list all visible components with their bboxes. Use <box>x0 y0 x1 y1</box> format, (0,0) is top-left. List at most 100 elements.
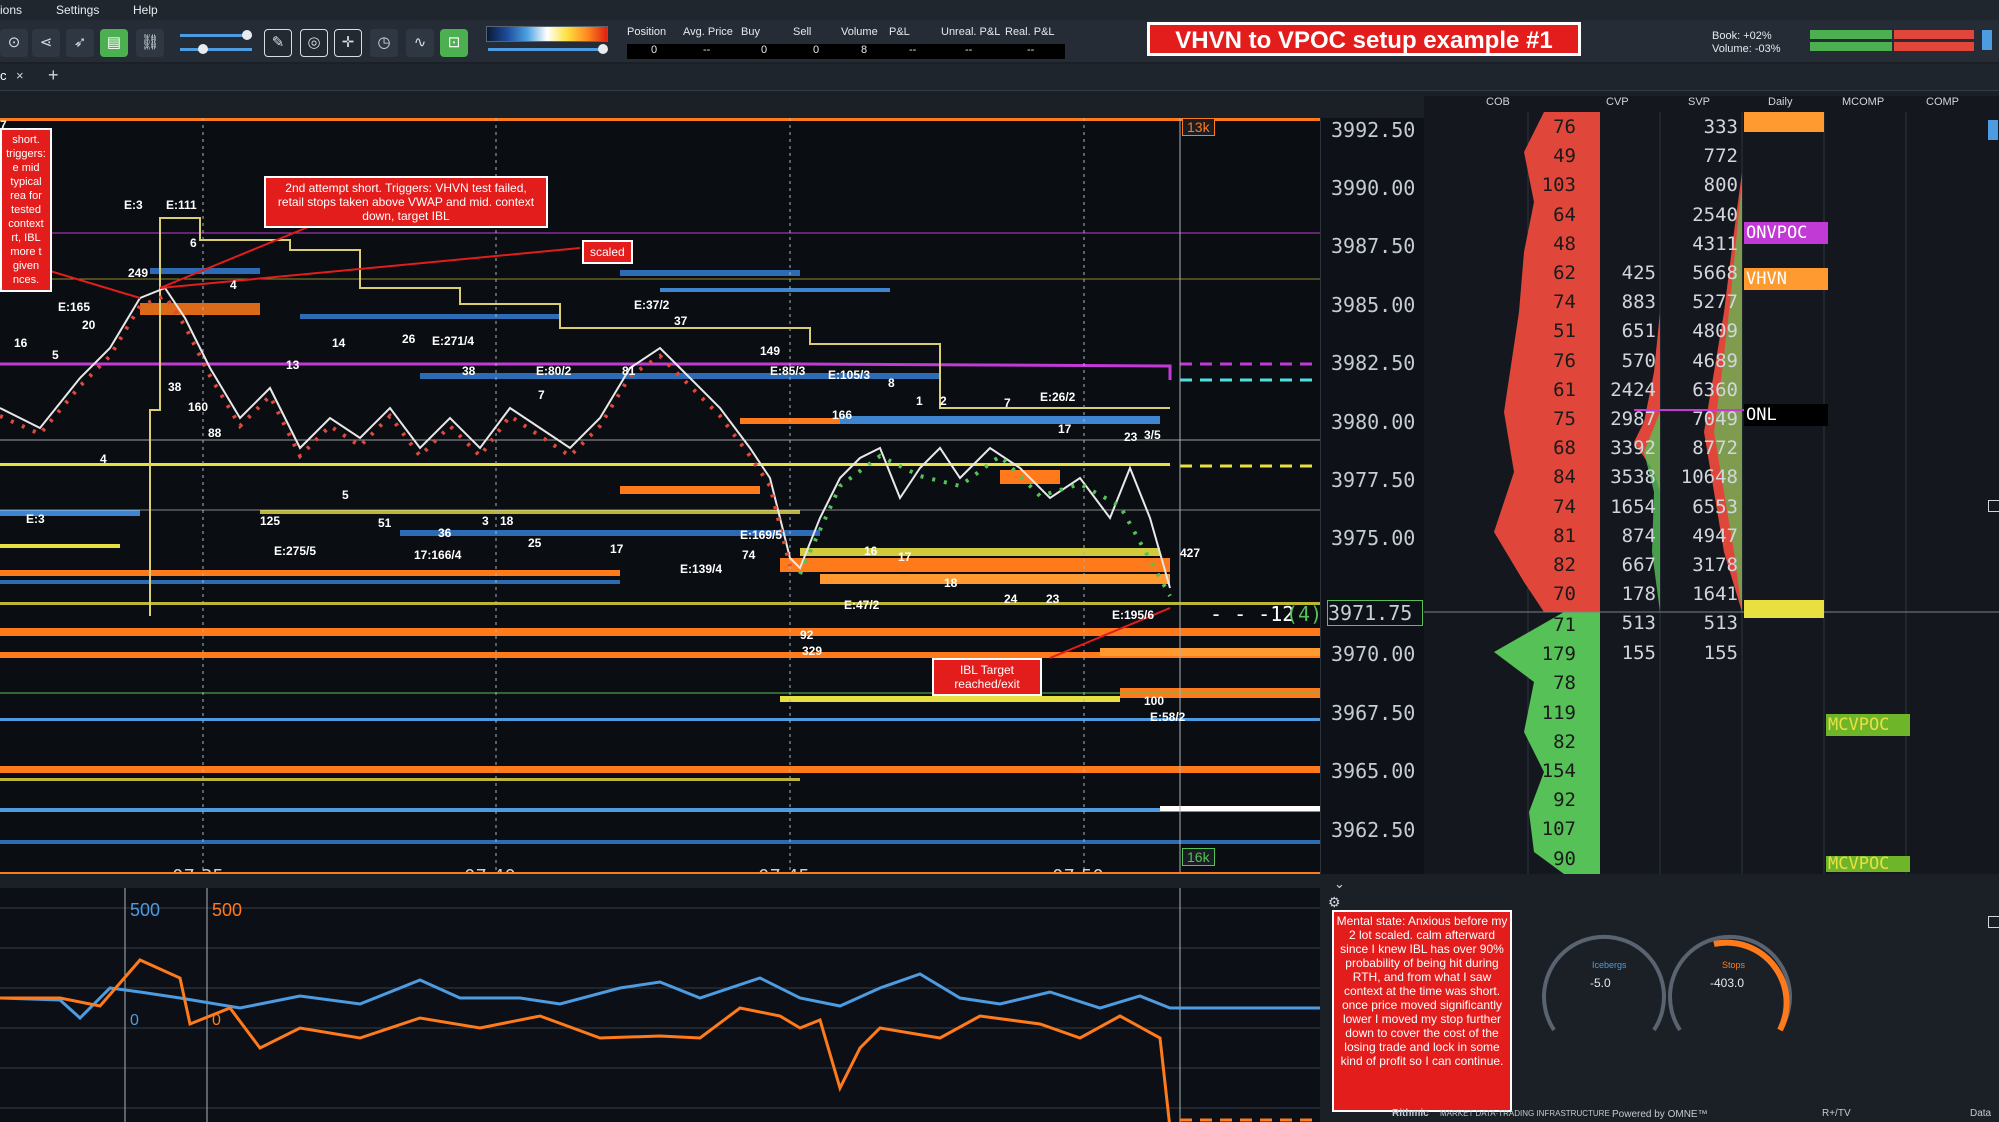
close-icon[interactable]: × <box>16 68 24 83</box>
trade-marker-label: 17 <box>898 550 912 564</box>
panel-toggle-icon[interactable] <box>1982 30 1992 50</box>
column-header-cvp[interactable]: CVP <box>1606 96 1629 108</box>
zoom-sliders[interactable] <box>176 28 256 56</box>
slider-handle[interactable] <box>598 44 608 54</box>
cob-ask-value: 49 <box>1553 145 1576 168</box>
svp-value: 5668 <box>1692 262 1738 284</box>
header-unreal-pnl: Unreal. P&L <box>941 26 1001 38</box>
crosshair-tool-icon[interactable]: ⊙ <box>0 29 28 57</box>
data-label: Data <box>1970 1108 1992 1119</box>
time-tick: 07:35 <box>172 866 224 874</box>
menu-item-options[interactable]: ions <box>0 3 23 17</box>
cross-cursor-icon[interactable]: ✛ <box>334 29 362 57</box>
trade-marker-label: 18 <box>944 576 958 590</box>
add-tab-icon[interactable]: + <box>48 65 59 85</box>
profile-columns <box>1424 112 1999 874</box>
heatmap-color-scale[interactable] <box>486 26 608 42</box>
trade-marker-label: 5 <box>342 488 349 502</box>
header-avg-price: Avg. Price <box>683 26 733 38</box>
column-header-svp[interactable]: SVP <box>1688 96 1711 108</box>
position-marker: - - -12 <box>1210 602 1295 626</box>
cumulative-delta-panel[interactable]: 500 500 0 0 <box>0 888 1320 1122</box>
callout-second-attempt: 2nd attempt short. Triggers: VHVN test f… <box>264 176 548 228</box>
trade-marker-label: 125 <box>260 514 281 528</box>
heatmap-chart[interactable]: E:3 E:111 6 249 4 E:165 20 16 5 38 13 14 26 E:271/4 38… <box>0 118 1320 874</box>
mcomp-label-mcvpoc-2: MCVPOC <box>1826 856 1910 872</box>
timer-icon[interactable]: ◷ <box>370 29 398 57</box>
column-header-cob[interactable]: COB <box>1486 96 1510 108</box>
daily-label-vhvn: VHVN <box>1744 268 1828 290</box>
trade-marker-label: E:105/3 <box>828 368 871 382</box>
callout-left-text: short. triggers: e mid typical rea for t… <box>2 130 50 290</box>
heatmap-intensity-slider[interactable] <box>488 48 604 51</box>
rocket-icon[interactable]: ➶ <box>66 29 94 57</box>
price-label: 3975.00 <box>1331 526 1416 550</box>
cvp-value: 1654 <box>1610 495 1656 518</box>
column-header-mcomp[interactable]: MCOMP <box>1842 96 1885 108</box>
expand-chevron-icon[interactable]: ⌄ <box>1334 876 1345 891</box>
trade-marker-label: E:139/4 <box>680 562 723 576</box>
cob-bid-value: 119 <box>1541 701 1576 724</box>
cvp-value: 883 <box>1621 291 1656 314</box>
price-label: 3965.00 <box>1331 759 1416 783</box>
layers-toggle-icon[interactable]: ▤ <box>100 29 128 57</box>
cob-bid-value: 71 <box>1553 614 1576 636</box>
current-price-label: 3971.75 <box>1327 600 1423 626</box>
price-label: 3967.50 <box>1331 701 1416 725</box>
rithmic-tagline: MARKET DATA·TRADING INFRASTRUCTURE <box>1440 1109 1610 1118</box>
value-real-pnl: -- <box>1027 44 1035 56</box>
side-checkbox-2[interactable] <box>1988 916 1999 928</box>
tab-chart[interactable]: c <box>0 68 7 83</box>
trade-marker-label: E:3 <box>124 198 143 212</box>
gear-icon[interactable]: ⚙ <box>1328 894 1341 910</box>
pencil-icon[interactable]: ✎ <box>264 29 292 57</box>
cob-ask-value: 76 <box>1553 116 1576 138</box>
menu-item-settings[interactable]: Settings <box>56 3 100 17</box>
column-header-daily[interactable]: Daily <box>1768 96 1793 108</box>
side-control-icon[interactable] <box>1988 120 1998 140</box>
delta-scale-left: 500 <box>130 900 161 920</box>
trade-marker-label: E:80/2 <box>536 364 572 378</box>
value-unreal-pnl: -- <box>965 44 973 56</box>
wave-icon[interactable]: ∿ <box>406 29 434 57</box>
trade-marker-label: 51 <box>378 516 392 530</box>
trade-marker-label: 427 <box>1180 546 1201 560</box>
trade-marker-label: 17 <box>1058 422 1072 436</box>
cvp-value: 425 <box>1621 262 1656 284</box>
callout-left: short. triggers: e mid typical rea for t… <box>0 128 52 292</box>
trade-marker-label: E:275/5 <box>274 544 317 558</box>
svp-value: 513 <box>1703 612 1738 635</box>
trade-marker-label: 37 <box>674 314 688 328</box>
target-icon[interactable]: ◎ <box>300 29 328 57</box>
trade-marker-label: 149 <box>760 344 781 358</box>
svp-value: 4311 <box>1692 232 1738 255</box>
cob-ask-value: 48 <box>1553 232 1576 255</box>
value-buy: 0 <box>761 44 768 56</box>
chart-bottom-border <box>0 872 1320 874</box>
svp-value: 5277 <box>1692 291 1738 314</box>
trade-marker-label: 100 <box>1144 694 1165 708</box>
trade-marker-label: 17:166/4 <box>414 548 462 562</box>
book-bar-bid <box>1810 30 1892 39</box>
trade-marker-label: E:85/3 <box>770 364 806 378</box>
share-icon[interactable]: ⋖ <box>32 29 60 57</box>
value-volume: 8 <box>861 44 868 56</box>
trade-marker-label: 14 <box>332 336 346 350</box>
side-checkbox[interactable] <box>1988 500 1999 512</box>
trade-marker-label: 16 <box>864 544 878 558</box>
callout-ibl-text: IBL Target reached/exit <box>934 660 1040 694</box>
unlock-icon[interactable]: ⊡ <box>440 29 468 57</box>
price-axis[interactable]: 3992.50 3990.00 3987.50 3985.00 3982.50 … <box>1320 118 1425 874</box>
trade-marker-label: 36 <box>438 526 452 540</box>
column-header-comp[interactable]: COMP <box>1926 96 1959 108</box>
svp-value: 155 <box>1703 641 1738 664</box>
link-icon[interactable]: ⛓ <box>136 29 164 57</box>
trade-marker-label: 17 <box>610 542 624 556</box>
mental-state-text: Mental state: Anxious before my 2 lot sc… <box>1334 912 1510 1110</box>
svp-value: 772 <box>1703 145 1738 168</box>
price-label: 3970.00 <box>1331 642 1416 666</box>
chart-canvas[interactable] <box>0 118 1320 874</box>
menu-item-help[interactable]: Help <box>133 3 158 17</box>
trade-marker-label: E:111 <box>166 198 197 212</box>
svp-value: 6553 <box>1692 495 1738 518</box>
